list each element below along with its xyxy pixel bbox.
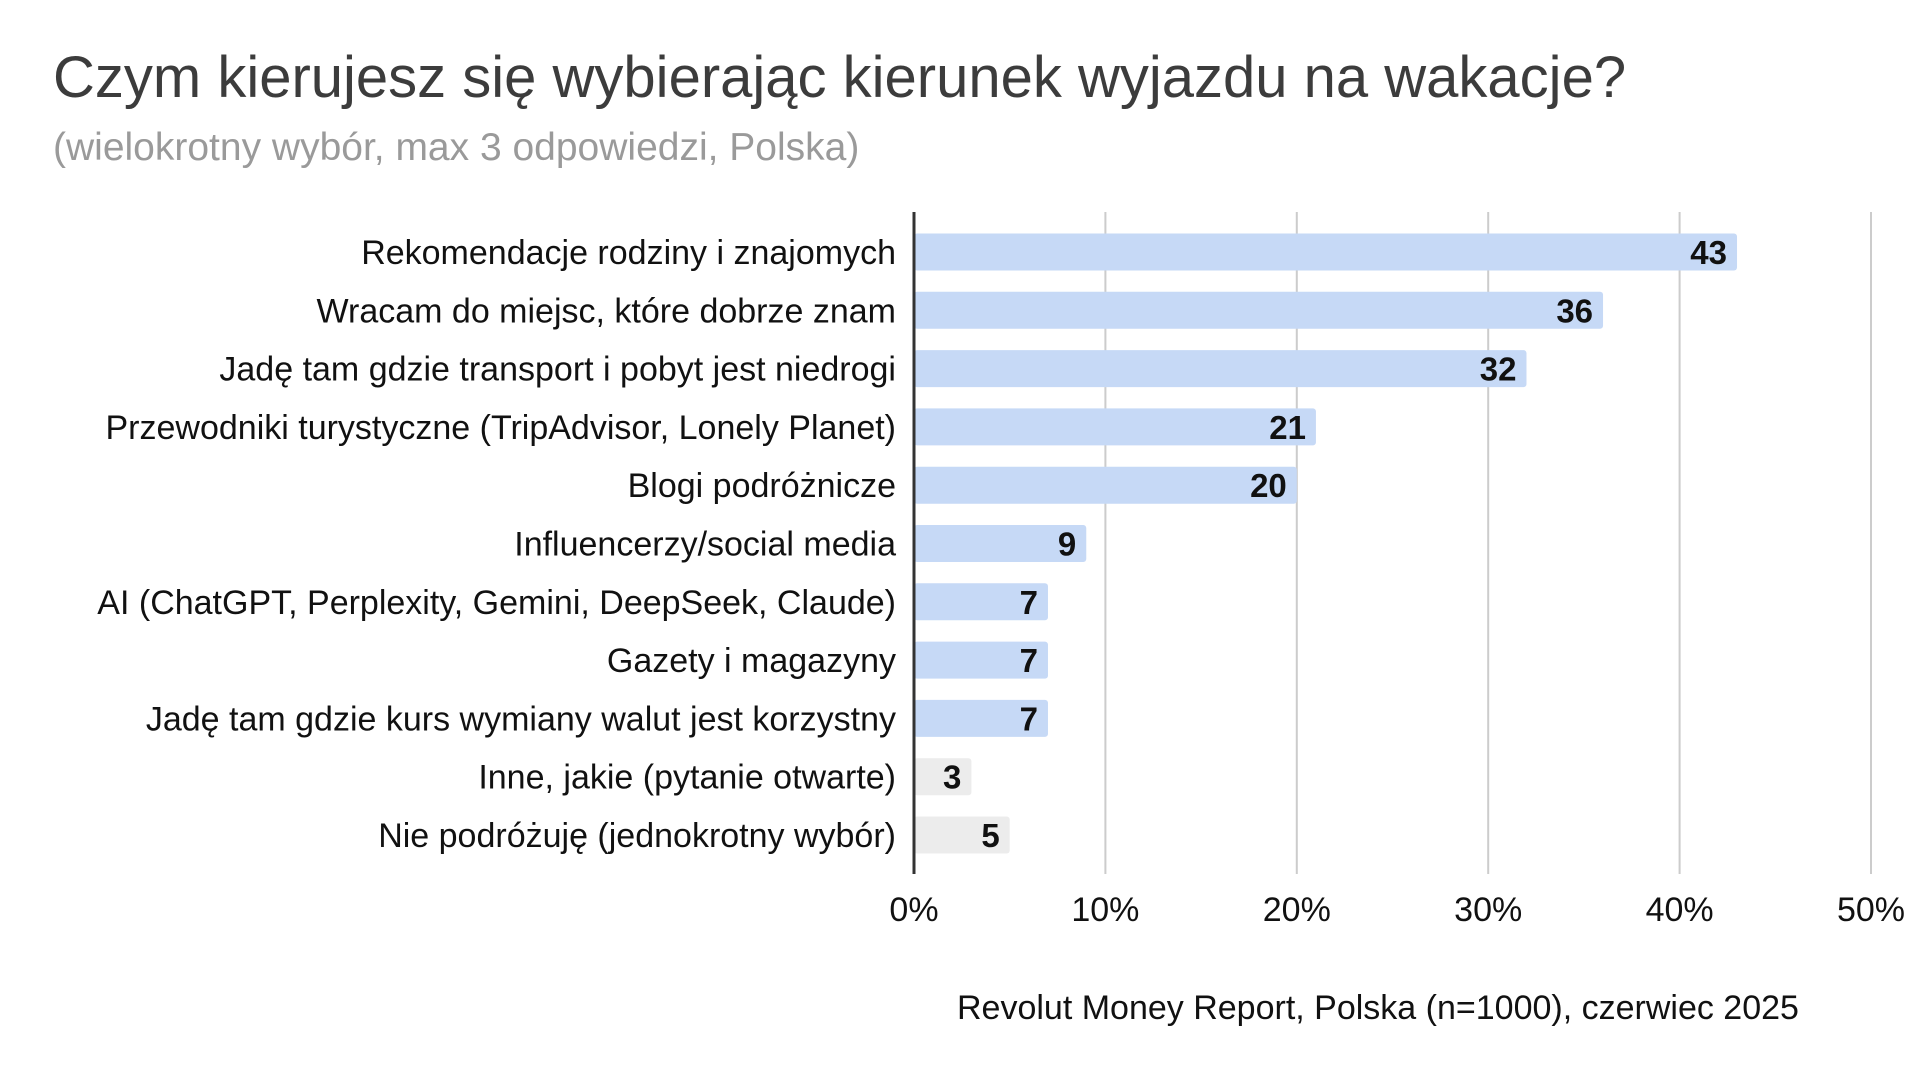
data-label: 7 <box>1020 584 1038 621</box>
data-label: 43 <box>1690 234 1727 271</box>
category-label: Nie podróżuję (jednokrotny wybór) <box>378 817 896 855</box>
data-label: 20 <box>1250 467 1287 504</box>
bar <box>914 816 1010 854</box>
tick-label: 20% <box>1263 891 1331 929</box>
category-label: Influencerzy/social media <box>514 526 896 564</box>
category-label: Przewodniki turystyczne (TripAdvisor, Lo… <box>106 409 897 447</box>
category-label: Rekomendacje rodziny i znajomych <box>361 234 896 272</box>
bar <box>914 699 1048 737</box>
bar <box>914 583 1048 621</box>
tick-label: 0% <box>889 891 938 929</box>
category-label: Jadę tam gdzie transport i pobyt jest ni… <box>219 351 896 389</box>
data-label: 7 <box>1020 700 1038 737</box>
bar <box>914 408 1316 446</box>
tick-label: 50% <box>1837 891 1905 929</box>
category-label: AI (ChatGPT, Perplexity, Gemini, DeepSee… <box>97 584 896 622</box>
bar <box>914 350 1527 388</box>
data-label: 9 <box>1058 526 1076 563</box>
category-label: Wracam do miejsc, które dobrze znam <box>317 292 896 330</box>
tick-label: 10% <box>1071 891 1139 929</box>
bar <box>914 641 1048 679</box>
source-note: Revolut Money Report, Polska (n=1000), c… <box>957 989 1799 1027</box>
bar <box>914 233 1738 271</box>
data-label: 21 <box>1269 409 1306 446</box>
chart-title: Czym kierujesz się wybierając kierunek w… <box>53 45 1627 110</box>
category-label: Jadę tam gdzie kurs wymiany walut jest k… <box>146 700 896 738</box>
data-label: 5 <box>981 817 999 854</box>
category-label: Blogi podróżnicze <box>628 467 896 505</box>
category-label: Gazety i magazyny <box>607 642 896 680</box>
bar <box>914 291 1604 329</box>
data-label: 32 <box>1480 351 1517 388</box>
tick-label: 40% <box>1646 891 1714 929</box>
category-label: Inne, jakie (pytanie otwarte) <box>478 759 896 797</box>
tick-label: 30% <box>1454 891 1522 929</box>
bar <box>914 758 972 796</box>
bar <box>914 525 1087 562</box>
data-label: 3 <box>943 759 961 796</box>
data-label: 36 <box>1556 292 1593 329</box>
data-label: 7 <box>1020 642 1038 679</box>
bar <box>914 466 1297 504</box>
chart-subtitle: (wielokrotny wybór, max 3 odpowiedzi, Po… <box>53 126 860 169</box>
